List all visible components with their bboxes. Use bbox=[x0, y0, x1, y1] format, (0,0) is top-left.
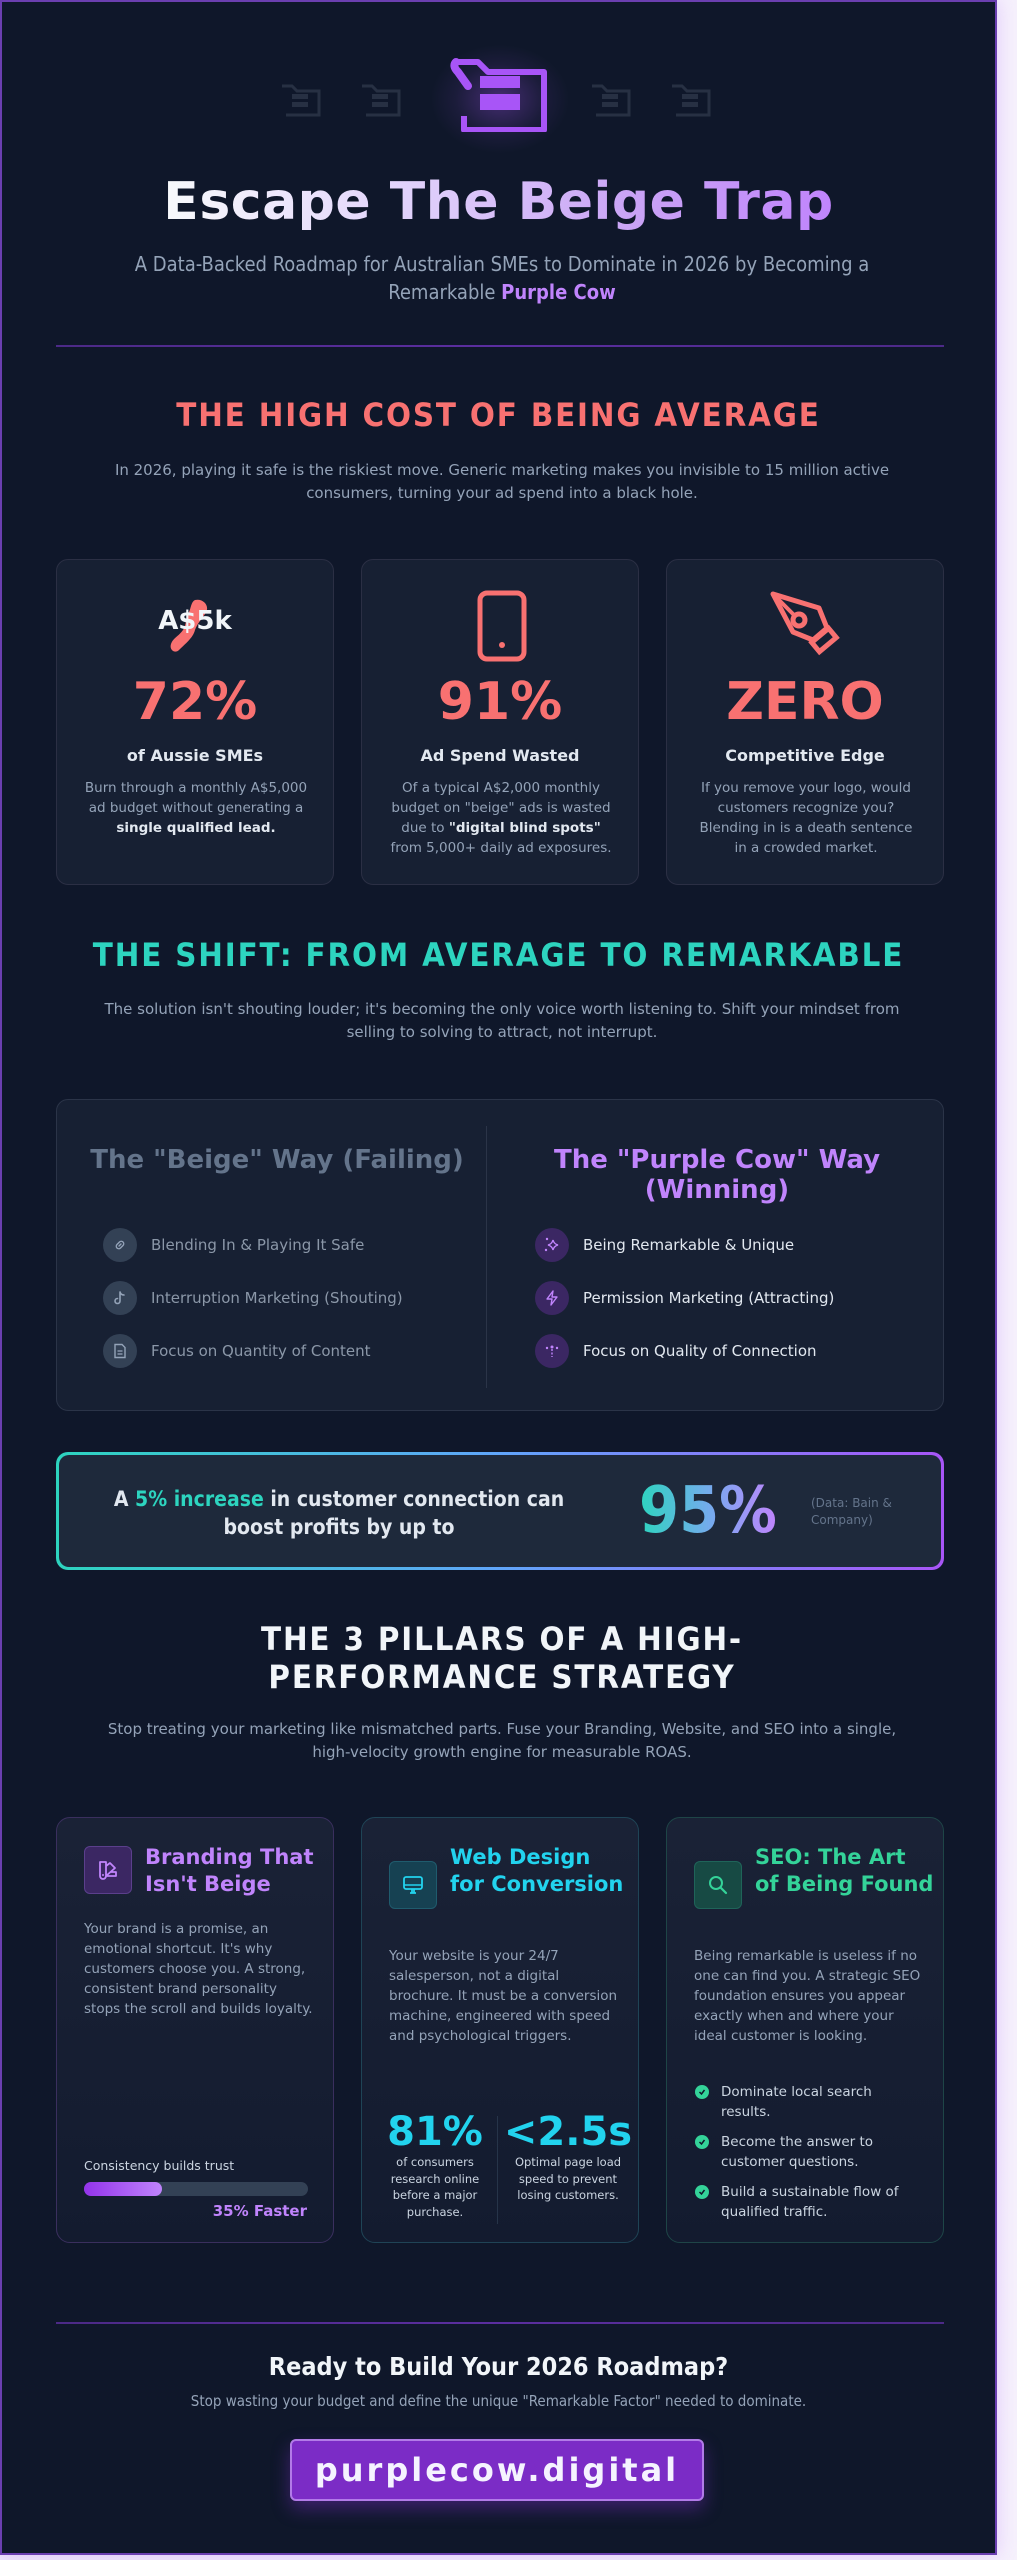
pillar-title: Branding That Isn't Beige bbox=[145, 1845, 314, 1896]
pillar-description: Your website is your 24/7 salesperson, n… bbox=[389, 1948, 618, 2044]
pillar-description: Being remarkable is useless if no one ca… bbox=[694, 1948, 921, 2044]
stat-label: of Aussie SMEs bbox=[126, 746, 264, 765]
beige-item: Blending In & Playing It Safe bbox=[103, 1228, 364, 1262]
comparison-divider bbox=[486, 1126, 487, 1388]
document-icon bbox=[103, 1334, 137, 1368]
beige-item: Interruption Marketing (Shouting) bbox=[103, 1281, 403, 1315]
palette-icon bbox=[84, 1846, 132, 1894]
profit-banner: A 5% increase in customer connection can… bbox=[56, 1452, 944, 1570]
stat-value: 91% bbox=[437, 672, 563, 732]
stat-card-91: 91% Ad Spend Wasted Of a typical A$2,000… bbox=[361, 559, 639, 885]
infographic-page: Escape The Beige Trap A Data-Backed Road… bbox=[0, 0, 997, 2555]
stat-label: Competitive Edge bbox=[725, 746, 885, 765]
checklist-item: Build a sustainable flow of qualified tr… bbox=[695, 2182, 925, 2222]
cta-title: Ready to Build Your 2026 Roadmap? bbox=[268, 2352, 729, 2381]
shift-section-description: The solution isn't shouting louder; it's… bbox=[104, 1000, 900, 1041]
cost-section-description: In 2026, playing it safe is the riskiest… bbox=[114, 461, 890, 502]
section-divider bbox=[56, 345, 944, 347]
banner-highlight: 5% increase bbox=[135, 1487, 264, 1511]
cost-section-title: THE HIGH COST OF BEING AVERAGE bbox=[176, 396, 821, 434]
banner-source: (Data: Bain & Company) bbox=[811, 1496, 892, 1527]
checklist-item: Become the answer to customer questions. bbox=[695, 2132, 925, 2172]
banner-value: 95% bbox=[639, 1474, 777, 1548]
folder-icon-featured bbox=[450, 58, 547, 132]
pillar-description: Your brand is a promise, an emotional sh… bbox=[84, 1921, 313, 2017]
hero-icon-row bbox=[2, 44, 995, 154]
banner-text: A 5% increase in customer connection can… bbox=[113, 1487, 565, 1539]
comparison-card: The "Beige" Way (Failing) The "Purple Co… bbox=[56, 1099, 944, 1411]
pillars-section-title: THE 3 PILLARS OF A HIGH-PERFORMANCE STRA… bbox=[261, 1620, 743, 1696]
folder-icon bbox=[592, 84, 631, 117]
stat-description: Of a typical A$2,000 monthly budget on "… bbox=[390, 780, 612, 856]
page-title: Escape The Beige Trap bbox=[163, 172, 834, 232]
tablet-icon bbox=[477, 590, 527, 662]
sparkles-icon bbox=[535, 1228, 569, 1262]
purple-item: Permission Marketing (Attracting) bbox=[535, 1281, 834, 1315]
shift-section-title: THE SHIFT: FROM AVERAGE TO REMARKABLE bbox=[92, 936, 905, 974]
folder-icon bbox=[362, 84, 401, 117]
stat-label: Ad Spend Wasted bbox=[420, 746, 580, 765]
checklist-item: Dominate local search results. bbox=[695, 2082, 925, 2122]
monitor-icon bbox=[389, 1861, 437, 1909]
pillar-card-seo: SEO: The Art of Being Found Being remark… bbox=[666, 1817, 944, 2243]
folder-icon bbox=[672, 84, 711, 117]
purple-cow-highlight: Purple Cow bbox=[501, 280, 616, 304]
stat-value: 72% bbox=[132, 672, 258, 732]
check-circle-icon bbox=[695, 2185, 709, 2199]
folder-icon bbox=[282, 84, 321, 117]
seo-checklist: Dominate local search results. Become th… bbox=[695, 2082, 925, 2232]
stat-description: Burn through a monthly A$5,000 ad budget… bbox=[84, 780, 308, 836]
mini-stat: <2.5s Optimal page load speed to prevent… bbox=[503, 2109, 633, 2202]
stat-card-zero: ZERO Competitive Edge If you remove your… bbox=[666, 559, 944, 885]
link-icon bbox=[103, 1228, 137, 1262]
lightning-icon bbox=[535, 1281, 569, 1315]
stat-description: If you remove your logo, would customers… bbox=[699, 780, 913, 856]
pillar-card-branding: Branding That Isn't Beige Your brand is … bbox=[56, 1817, 334, 2243]
pillar-card-web-design: Web Design for Conversion Your website i… bbox=[361, 1817, 639, 2243]
pillar-title: Web Design for Conversion bbox=[450, 1845, 624, 1896]
purple-item: Being Remarkable & Unique bbox=[535, 1228, 794, 1262]
network-icon bbox=[535, 1334, 569, 1368]
purple-item: Focus on Quality of Connection bbox=[535, 1334, 817, 1368]
pillars-section-description: Stop treating your marketing like mismat… bbox=[107, 1720, 897, 1761]
progress-bar bbox=[84, 2182, 308, 2196]
progress-fill bbox=[84, 2182, 163, 2196]
website-link-button[interactable]: purplecow.digital bbox=[290, 2439, 704, 2501]
icon-overlay-text: A$5k bbox=[158, 606, 232, 636]
mini-stat-divider bbox=[497, 2116, 498, 2224]
purple-way-title: The "Purple Cow" Way (Winning) bbox=[553, 1145, 881, 1205]
search-icon bbox=[694, 1861, 742, 1909]
stat-value: ZERO bbox=[726, 672, 884, 732]
check-circle-icon bbox=[695, 2085, 709, 2099]
mini-stat: 81% of consumers research online before … bbox=[387, 2109, 483, 2219]
section-divider bbox=[56, 2322, 944, 2324]
money-hand-icon bbox=[170, 599, 208, 652]
pillar-title: SEO: The Art of Being Found bbox=[755, 1845, 934, 1896]
stat-card-72: A$5k 72% of Aussie SMEs Burn through a m… bbox=[56, 559, 334, 885]
page-subtitle: A Data-Backed Roadmap for Australian SME… bbox=[134, 252, 870, 304]
progress-label: Consistency builds trust bbox=[84, 2158, 235, 2173]
beige-item: Focus on Quantity of Content bbox=[103, 1334, 371, 1368]
pen-tool-icon bbox=[770, 591, 840, 656]
beige-way-title: The "Beige" Way (Failing) bbox=[90, 1145, 464, 1175]
progress-caption: 35% Faster bbox=[212, 2202, 307, 2220]
check-circle-icon bbox=[695, 2135, 709, 2149]
tiktok-icon bbox=[103, 1281, 137, 1315]
cta-subtitle: Stop wasting your budget and define the … bbox=[190, 2392, 807, 2410]
